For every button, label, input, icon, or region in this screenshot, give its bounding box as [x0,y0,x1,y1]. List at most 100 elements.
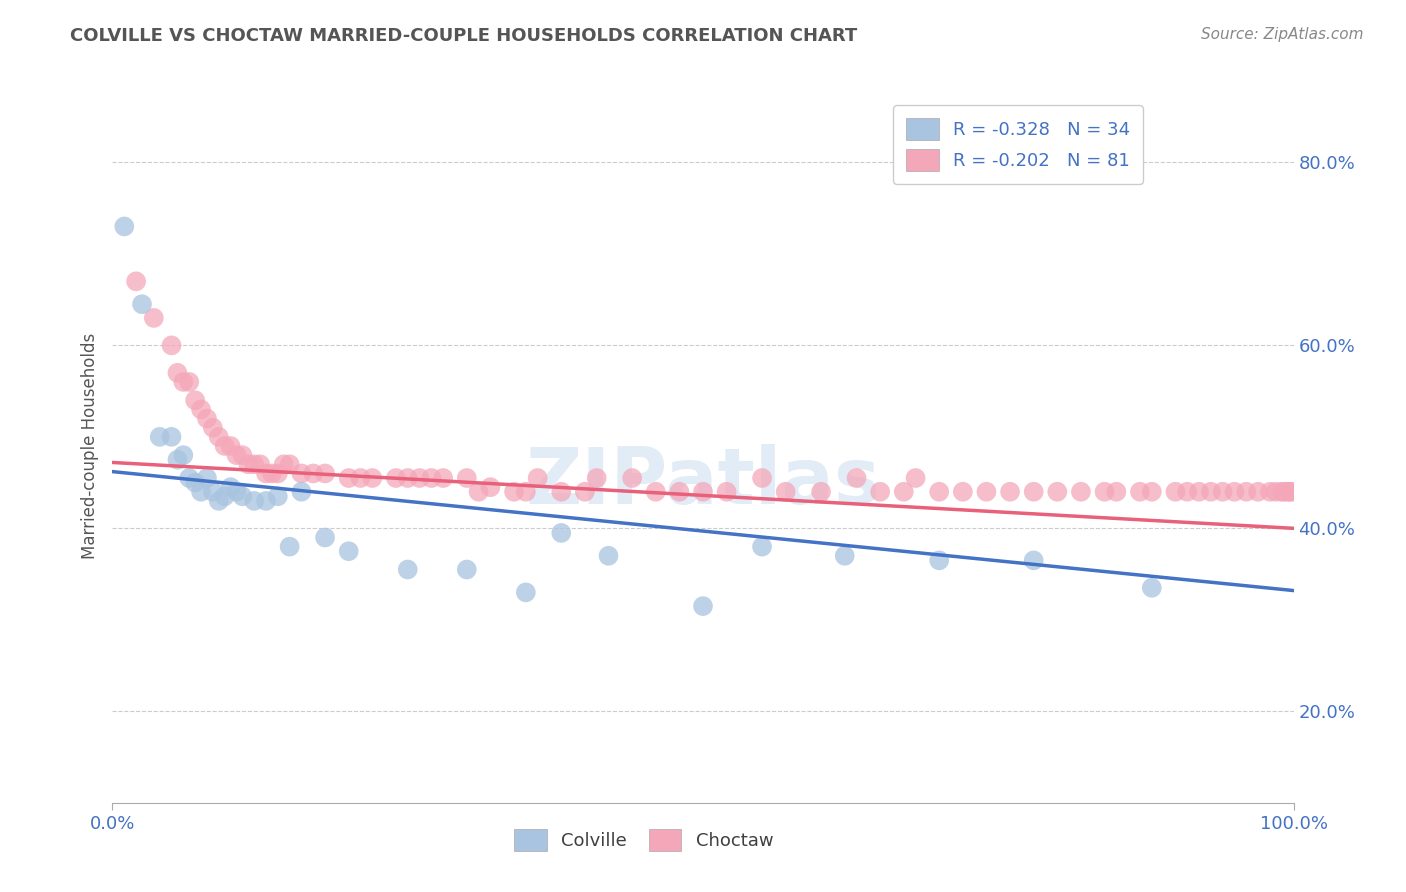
Point [1223,484,1246,499]
Point [225,448,247,462]
Point [267,489,290,503]
Point [976,484,998,499]
Point [278,540,301,554]
Point [1094,484,1116,499]
Point [290,467,312,481]
Point [273,458,295,472]
Point [179,375,201,389]
Point [238,458,260,472]
Point [1277,484,1299,499]
Point [1271,484,1294,499]
Point [751,540,773,554]
Point [1272,484,1295,499]
Point [214,489,236,503]
Point [408,471,430,485]
Text: Source: ZipAtlas.com: Source: ZipAtlas.com [1201,27,1364,42]
Point [1164,484,1187,499]
Point [149,430,172,444]
Point [172,375,194,389]
Point [125,274,148,288]
Point [1264,484,1286,499]
Point [201,484,224,499]
Point [1022,553,1045,567]
Point [1188,484,1211,499]
Point [515,484,537,499]
Point [893,484,915,499]
Point [1070,484,1092,499]
Point [467,484,489,499]
Point [219,439,242,453]
Point [515,585,537,599]
Point [131,297,153,311]
Point [644,484,666,499]
Point [179,471,201,485]
Point [243,494,266,508]
Point [260,467,283,481]
Point [267,467,290,481]
Point [184,393,207,408]
Point [1234,484,1257,499]
Point [254,467,277,481]
Point [214,439,236,453]
Point [810,484,832,499]
Point [420,471,443,485]
Point [337,544,360,558]
Point [503,484,526,499]
Point [585,471,607,485]
Point [190,402,212,417]
Point [775,484,797,499]
Point [112,219,135,234]
Point [456,562,478,576]
Point [1212,484,1234,499]
Point [716,484,738,499]
Point [952,484,974,499]
Point [314,531,336,545]
Point [526,471,548,485]
Point [190,484,212,499]
Point [1140,484,1163,499]
Point [1140,581,1163,595]
Point [396,471,419,485]
Point [928,484,950,499]
Point [550,525,572,540]
Point [290,484,312,499]
Point [668,484,690,499]
Point [751,471,773,485]
Point [692,484,714,499]
Point [219,480,242,494]
Text: COLVILLE VS CHOCTAW MARRIED-COUPLE HOUSEHOLDS CORRELATION CHART: COLVILLE VS CHOCTAW MARRIED-COUPLE HOUSE… [70,27,858,45]
Point [172,448,194,462]
Point [166,366,188,380]
Point [1281,484,1303,499]
Point [479,480,502,494]
Point [231,489,253,503]
Point [361,471,384,485]
Point [195,411,218,425]
Point [302,467,325,481]
Point [598,549,620,563]
Point [249,458,271,472]
Point [456,471,478,485]
Point [1105,484,1128,499]
Point [278,458,301,472]
Point [550,484,572,499]
Point [432,471,454,485]
Point [160,430,183,444]
Point [231,448,253,462]
Point [184,475,207,490]
Y-axis label: Married-couple Households: Married-couple Households [80,333,98,559]
Point [243,458,266,472]
Point [349,471,371,485]
Point [225,484,247,499]
Point [160,338,183,352]
Point [904,471,927,485]
Point [166,452,188,467]
Point [1129,484,1152,499]
Legend: Colville, Choctaw: Colville, Choctaw [508,822,780,858]
Point [998,484,1021,499]
Point [314,467,336,481]
Point [1199,484,1222,499]
Point [1022,484,1045,499]
Point [845,471,868,485]
Point [396,562,419,576]
